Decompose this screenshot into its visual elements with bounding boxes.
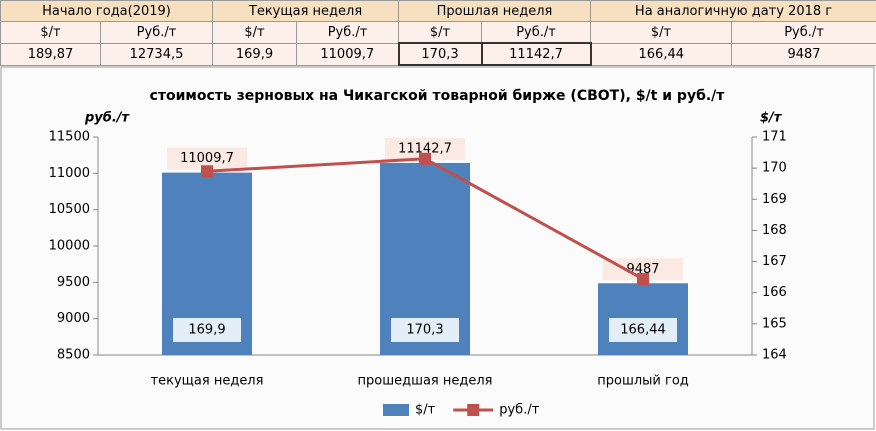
subheader-cell: $/т bbox=[590, 21, 733, 44]
value-cell: 189,87 bbox=[0, 42, 101, 66]
header-cell: На аналогичную дату 2018 г bbox=[590, 0, 876, 22]
y-axis-label: руб./т bbox=[84, 111, 131, 126]
header-cell: Прошлая неделя bbox=[398, 0, 592, 22]
legend-label: $/т bbox=[415, 403, 436, 418]
chart: стоимость зерновых на Чикагской товарной… bbox=[0, 66, 875, 430]
line-marker bbox=[419, 152, 431, 165]
x-tick-label: текущая неделя bbox=[151, 374, 264, 389]
price-table: Начало года(2019) Текущая неделя Прошлая н… bbox=[0, 0, 876, 66]
y-tick-label: 9000 bbox=[57, 311, 90, 326]
y-tick-label: 10500 bbox=[49, 202, 90, 217]
subheader-cell: $/т bbox=[398, 21, 483, 44]
subheader-cell: Руб./т bbox=[100, 21, 213, 44]
y2-axis-label: $/т bbox=[760, 111, 783, 126]
subheader-cell: Руб./т bbox=[295, 21, 400, 44]
header-cell: Текущая неделя bbox=[211, 0, 400, 22]
y-tick-label: 11000 bbox=[49, 166, 90, 181]
data-label-box bbox=[385, 137, 465, 160]
subheader-cell: Руб./т bbox=[731, 21, 876, 44]
x-tick-label: прошлый год bbox=[597, 374, 689, 389]
y2-tick-label: 168 bbox=[762, 223, 787, 238]
value-cell: 11142,7 bbox=[480, 42, 592, 66]
data-label-box bbox=[603, 258, 683, 281]
y2-tick-label: 166 bbox=[762, 285, 787, 300]
y-tick-label: 10000 bbox=[49, 239, 90, 254]
value-cell: 9487 bbox=[731, 42, 876, 66]
legend-swatch bbox=[467, 404, 480, 416]
header-cell: Начало года(2019) bbox=[0, 0, 213, 22]
line-marker bbox=[637, 273, 649, 286]
legend-swatch bbox=[383, 404, 409, 416]
data-label: 166,44 bbox=[620, 323, 666, 338]
y2-tick-label: 165 bbox=[762, 316, 787, 331]
data-label: 170,3 bbox=[406, 323, 443, 338]
value-cell: 166,44 bbox=[590, 42, 733, 66]
y2-tick-label: 169 bbox=[762, 192, 787, 207]
data-label-box bbox=[609, 318, 677, 342]
data-label: 169,9 bbox=[188, 323, 225, 338]
y2-tick-label: 171 bbox=[762, 130, 787, 145]
y2-tick-label: 170 bbox=[762, 161, 787, 176]
value-cell: 170,3 bbox=[397, 42, 483, 66]
data-label-box bbox=[173, 318, 241, 342]
line-marker bbox=[201, 165, 213, 178]
subheader-cell: Руб./т bbox=[481, 21, 592, 44]
subheader-cell: $/т bbox=[212, 21, 297, 44]
data-label-box bbox=[391, 318, 459, 342]
y2-tick-label: 167 bbox=[762, 254, 787, 269]
data-label: 11009,7 bbox=[180, 151, 234, 166]
y-tick-label: 11500 bbox=[49, 130, 90, 145]
chart-title: стоимость зерновых на Чикагской товарной… bbox=[150, 88, 726, 104]
value-cell: 169,9 bbox=[212, 42, 297, 66]
y-tick-label: 8500 bbox=[57, 348, 90, 363]
subheader-cell: $/т bbox=[0, 21, 101, 44]
value-cell: 12734,5 bbox=[100, 42, 213, 66]
y2-tick-label: 164 bbox=[762, 348, 787, 363]
data-label: 11142,7 bbox=[398, 141, 452, 156]
data-label-box bbox=[167, 147, 247, 170]
value-cell: 11009,7 bbox=[295, 42, 400, 66]
x-tick-label: прошедшая неделя bbox=[357, 374, 492, 389]
y-tick-label: 9500 bbox=[57, 275, 90, 290]
legend-label: руб./т bbox=[499, 403, 539, 418]
